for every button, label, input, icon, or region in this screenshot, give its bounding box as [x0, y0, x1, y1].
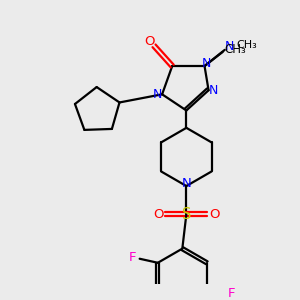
Text: N: N: [182, 178, 191, 190]
Text: N: N: [202, 57, 211, 70]
Text: N: N: [209, 84, 218, 97]
Text: CH₃: CH₃: [224, 44, 246, 56]
Text: F: F: [129, 251, 136, 264]
Text: O: O: [144, 35, 154, 48]
Text: O: O: [209, 208, 220, 221]
Text: F: F: [227, 287, 235, 300]
Text: S: S: [182, 207, 191, 222]
Text: CH₃: CH₃: [237, 40, 257, 50]
Text: N: N: [153, 88, 162, 101]
Text: O: O: [153, 208, 163, 221]
Text: N: N: [225, 40, 234, 53]
